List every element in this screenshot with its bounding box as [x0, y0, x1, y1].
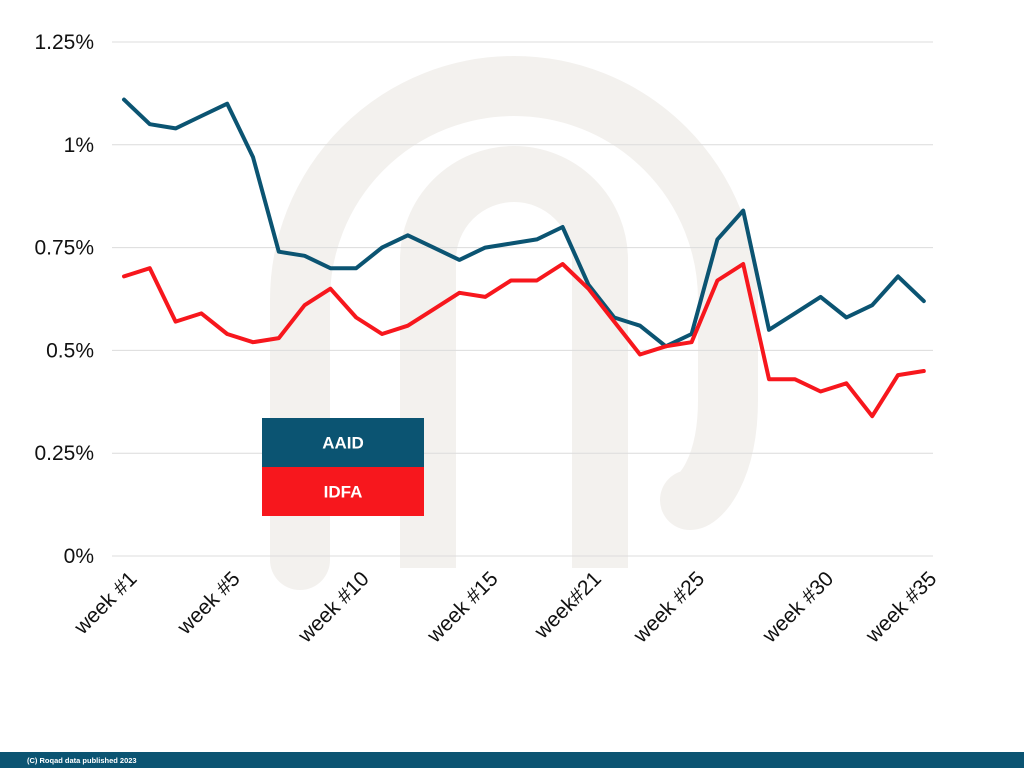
data-point-idfa — [844, 381, 848, 385]
data-point-aaid — [432, 246, 436, 250]
data-point-idfa — [638, 353, 642, 357]
data-series — [122, 97, 926, 419]
data-point-idfa — [328, 287, 332, 291]
data-point-idfa — [432, 307, 436, 311]
data-point-idfa — [148, 266, 152, 270]
data-point-aaid — [922, 299, 926, 303]
data-point-aaid — [819, 295, 823, 299]
x-tick-label: week #35 — [861, 567, 942, 648]
data-point-aaid — [509, 241, 513, 245]
data-point-idfa — [819, 390, 823, 394]
y-tick-label: 1.25% — [34, 31, 94, 54]
footer-bar: (C) Roqad data published 2023 — [0, 752, 1024, 768]
data-point-aaid — [896, 274, 900, 278]
data-point-idfa — [922, 369, 926, 373]
y-axis-tick-labels: 0% 0.25% 0.5% 0.75% 1% 1.25% — [34, 31, 94, 568]
data-point-aaid — [767, 328, 771, 332]
data-point-idfa — [870, 414, 874, 418]
y-tick-label: 0% — [64, 545, 94, 568]
data-point-idfa — [715, 278, 719, 282]
data-point-aaid — [406, 233, 410, 237]
x-tick-label: week #30 — [758, 567, 839, 648]
data-point-idfa — [664, 344, 668, 348]
data-point-aaid — [483, 246, 487, 250]
y-tick-label: 1% — [64, 134, 94, 157]
legend-label-idfa: IDFA — [324, 483, 363, 502]
data-point-aaid — [870, 303, 874, 307]
data-point-aaid — [457, 258, 461, 262]
x-axis-tick-labels: week #1 week #5 week #10 week #15 week#21 wee… — [69, 567, 941, 648]
data-point-idfa — [767, 377, 771, 381]
data-point-aaid — [328, 266, 332, 270]
data-point-idfa — [896, 373, 900, 377]
data-point-aaid — [303, 254, 307, 258]
data-point-idfa — [303, 303, 307, 307]
data-point-idfa — [483, 295, 487, 299]
data-point-aaid — [741, 209, 745, 213]
data-point-idfa — [793, 377, 797, 381]
data-point-idfa — [199, 311, 203, 315]
data-point-aaid — [277, 250, 281, 254]
data-point-idfa — [586, 287, 590, 291]
y-tick-label: 0.5% — [46, 339, 94, 362]
data-point-idfa — [741, 262, 745, 266]
data-point-idfa — [612, 320, 616, 324]
data-point-idfa — [277, 336, 281, 340]
data-point-aaid — [174, 126, 178, 130]
legend-swatch-aaid — [262, 418, 424, 467]
data-point-idfa — [380, 332, 384, 336]
data-point-aaid — [690, 332, 694, 336]
data-point-aaid — [199, 114, 203, 118]
roqad-logo-watermark — [270, 56, 758, 590]
x-tick-label: week#21 — [530, 567, 606, 643]
data-point-idfa — [509, 278, 513, 282]
x-tick-label: week #1 — [69, 567, 141, 639]
data-point-idfa — [561, 262, 565, 266]
legend-swatch-idfa — [262, 467, 424, 516]
data-point-idfa — [690, 340, 694, 344]
data-point-aaid — [561, 225, 565, 229]
data-point-idfa — [354, 316, 358, 320]
x-tick-label: week #15 — [422, 567, 503, 648]
y-tick-label: 0.75% — [34, 237, 94, 260]
x-tick-label: week #25 — [629, 567, 710, 648]
data-point-idfa — [535, 278, 539, 282]
copyright-text: (C) Roqad data published 2023 — [27, 755, 137, 765]
data-point-idfa — [122, 274, 126, 278]
data-point-aaid — [148, 122, 152, 126]
legend: AAID IDFA — [262, 418, 424, 516]
data-point-aaid — [354, 266, 358, 270]
y-tick-label: 0.25% — [34, 442, 94, 465]
data-point-aaid — [225, 102, 229, 106]
data-point-idfa — [174, 320, 178, 324]
data-point-aaid — [122, 98, 126, 102]
data-point-aaid — [793, 311, 797, 315]
legend-label-aaid: AAID — [322, 434, 364, 453]
data-point-idfa — [457, 291, 461, 295]
data-point-idfa — [225, 332, 229, 336]
series-line-aaid — [122, 97, 926, 349]
data-point-aaid — [535, 237, 539, 241]
data-point-aaid — [638, 324, 642, 328]
data-point-idfa — [251, 340, 255, 344]
data-point-aaid — [844, 316, 848, 320]
x-tick-label: week #5 — [172, 567, 244, 639]
data-point-aaid — [251, 155, 255, 159]
series-line-idfa — [122, 262, 926, 419]
data-point-idfa — [406, 324, 410, 328]
data-point-aaid — [715, 237, 719, 241]
data-point-aaid — [380, 246, 384, 250]
